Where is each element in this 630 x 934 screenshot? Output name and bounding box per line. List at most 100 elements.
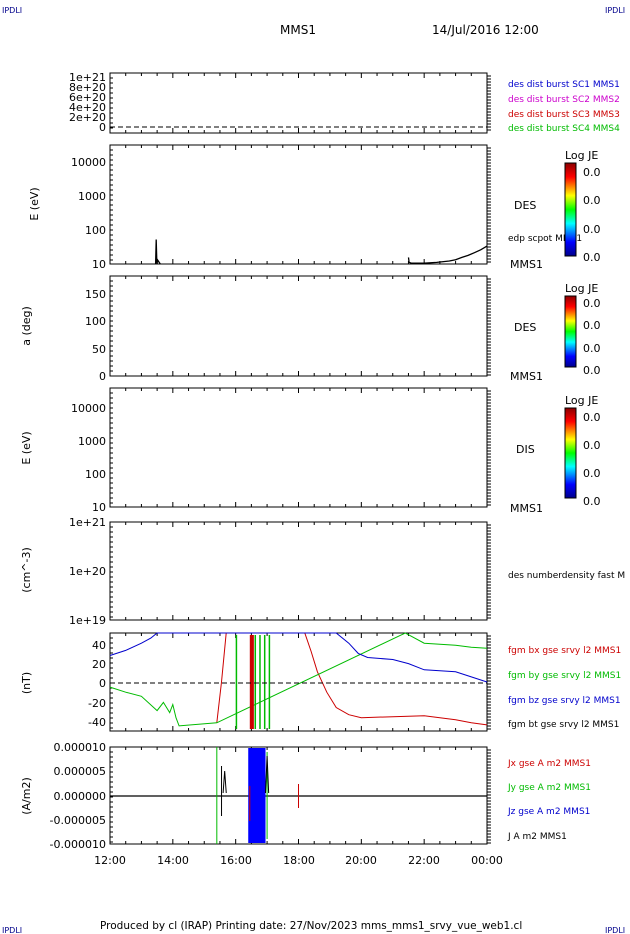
p1-legend-sc3: des dist burst SC3 MMS3 — [508, 110, 620, 120]
p6-burst-stripe — [263, 635, 266, 729]
panel-frame-3 — [109, 275, 488, 377]
p6-ytick: -40 — [88, 716, 106, 729]
p2-cbar-tick: 0.0 — [583, 166, 601, 179]
panel-frame-1 — [109, 72, 488, 134]
p1-legend-sc2: des dist burst SC2 MMS2 — [508, 95, 620, 105]
p6-legend-by: fgm by gse srvy l2 MMS1 — [508, 671, 621, 681]
x-tick-label: 00:00 — [471, 854, 503, 867]
p7-legend-j: J A m2 MMS1 — [507, 832, 567, 842]
p5-ytick: 1e+21 — [69, 516, 106, 529]
p3-ylabel: a (deg) — [20, 306, 33, 346]
p7-ytick: 0.000000 — [54, 790, 107, 803]
p3-cbar-tick: 0.0 — [583, 342, 601, 355]
footer-credits: Produced by cl (IRAP) Printing date: 27/… — [100, 920, 522, 932]
p2-cbar-tick: 0.0 — [583, 251, 601, 264]
plot-date: 14/Jul/2016 12:00 — [432, 23, 539, 37]
p3-ytick: 100 — [85, 315, 106, 328]
p3-ytick: 50 — [92, 343, 106, 356]
p3-cbar-tick: 0.0 — [583, 297, 601, 310]
p6-burst-stripe — [259, 635, 261, 729]
p3-colorbar-title: Log JE — [565, 282, 598, 295]
p4-ytick: 10 — [92, 501, 106, 514]
x-tick-label: 22:00 — [408, 854, 440, 867]
p7-ytick: 0.000010 — [54, 741, 107, 754]
corner-label-bottom-right: IPDLI — [605, 926, 625, 934]
p6-ytick: 20 — [92, 658, 106, 671]
p7-legend-jx: Jx gse A m2 MMS1 — [507, 759, 591, 769]
p1-ytick: 8e+20 — [69, 81, 106, 94]
p1-ytick: 0 — [99, 121, 106, 134]
panel-frame-2 — [109, 144, 488, 265]
p4-cbar-tick: 0.0 — [583, 439, 601, 452]
p6-ytick: 0 — [99, 677, 106, 690]
p3-ytick: 150 — [85, 288, 106, 301]
p4-colorbar — [564, 407, 577, 499]
p6-burst-stripe — [249, 635, 253, 729]
p7-legend-jz: Jz gse A m2 MMS1 — [507, 807, 590, 817]
p4-cbar-tick: 0.0 — [583, 411, 601, 424]
p4-sc-label: MMS1 — [510, 502, 543, 515]
p4-colorbar-title: Log JE — [565, 394, 598, 407]
p7-ylabel: (A/m2) — [20, 777, 33, 815]
p7-jz-burst — [248, 748, 266, 843]
p1-ytick: 4e+20 — [69, 101, 106, 114]
p1-ytick: 2e+20 — [69, 111, 106, 124]
p7-j-peak — [265, 755, 270, 794]
p2-scpot-line — [154, 239, 161, 265]
p4-cbar-tick: 0.0 — [583, 495, 601, 508]
p2-ylabel: E (eV) — [28, 187, 41, 220]
p6-burst-stripe — [251, 635, 254, 729]
p2-cbar-tick: 0.0 — [583, 223, 601, 236]
p3-ytick: 0 — [99, 370, 106, 383]
p6-burst-stripe — [268, 635, 271, 729]
p5-ytick: 1e+19 — [69, 614, 106, 627]
p4-cbar-tick: 0.0 — [583, 467, 601, 480]
p2-species: DES — [514, 199, 536, 212]
p7-ytick: -0.000005 — [50, 814, 106, 827]
p3-colorbar — [564, 295, 577, 368]
p2-ytick: 100 — [85, 224, 106, 237]
p7-ytick: 0.000005 — [54, 765, 107, 778]
x-tick-label: 14:00 — [157, 854, 189, 867]
p2-ytick: 1000 — [78, 190, 106, 203]
plot-title: MMS1 — [280, 23, 316, 37]
p2-ytick: 10000 — [71, 156, 106, 169]
p3-cbar-tick: 0.0 — [583, 319, 601, 332]
p5-ytick: 1e+20 — [69, 565, 106, 578]
p6-by-line — [109, 632, 488, 727]
x-tick-label: 12:00 — [94, 854, 126, 867]
corner-label-top-left: IPDLI — [2, 6, 22, 15]
p1-legend-sc1: des dist burst SC1 MMS1 — [508, 80, 620, 90]
p6-legend-bx: fgm bx gse srvy l2 MMS1 — [508, 646, 621, 656]
p6-ylabel: (nT) — [20, 672, 33, 694]
p6-legend-bz: fgm bz gse srvy l2 MMS1 — [508, 696, 621, 706]
p4-species: DIS — [516, 443, 535, 456]
p6-burst-stripe — [235, 635, 238, 729]
p1-ytick: 1e+21 — [69, 71, 106, 84]
x-tick-label: 16:00 — [220, 854, 252, 867]
panel-frame-4 — [109, 387, 488, 508]
p6-burst-stripe — [254, 635, 257, 729]
p4-ylabel: E (eV) — [20, 431, 33, 464]
p2-cbar-tick: 0.0 — [583, 194, 601, 207]
p3-species: DES — [514, 321, 536, 334]
p6-bz-line — [109, 632, 488, 683]
p2-scpot-line — [407, 245, 488, 264]
p1-ytick: 6e+20 — [69, 91, 106, 104]
p3-sc-label: MMS1 — [510, 370, 543, 383]
p2-sc-label: MMS1 — [510, 258, 543, 271]
p3-cbar-tick: 0.0 — [583, 364, 601, 377]
x-tick-label: 20:00 — [345, 854, 377, 867]
p2-line-label: edp scpot MMS1 — [508, 234, 582, 244]
p4-ytick: 10000 — [71, 402, 106, 415]
p5-ylabel: (cm^-3) — [20, 547, 33, 593]
p2-colorbar-title: Log JE — [565, 149, 598, 162]
p7-legend-jy: Jy gse A m2 MMS1 — [507, 783, 591, 793]
panel-frame-5 — [109, 521, 488, 621]
p1-legend-sc4: des dist burst SC4 MMS4 — [508, 124, 620, 134]
p4-ytick: 100 — [85, 468, 106, 481]
p6-ytick: -20 — [88, 697, 106, 710]
corner-label-top-right: IPDLI — [605, 6, 625, 15]
p5-legend: des numberdensity fast M — [508, 571, 625, 581]
